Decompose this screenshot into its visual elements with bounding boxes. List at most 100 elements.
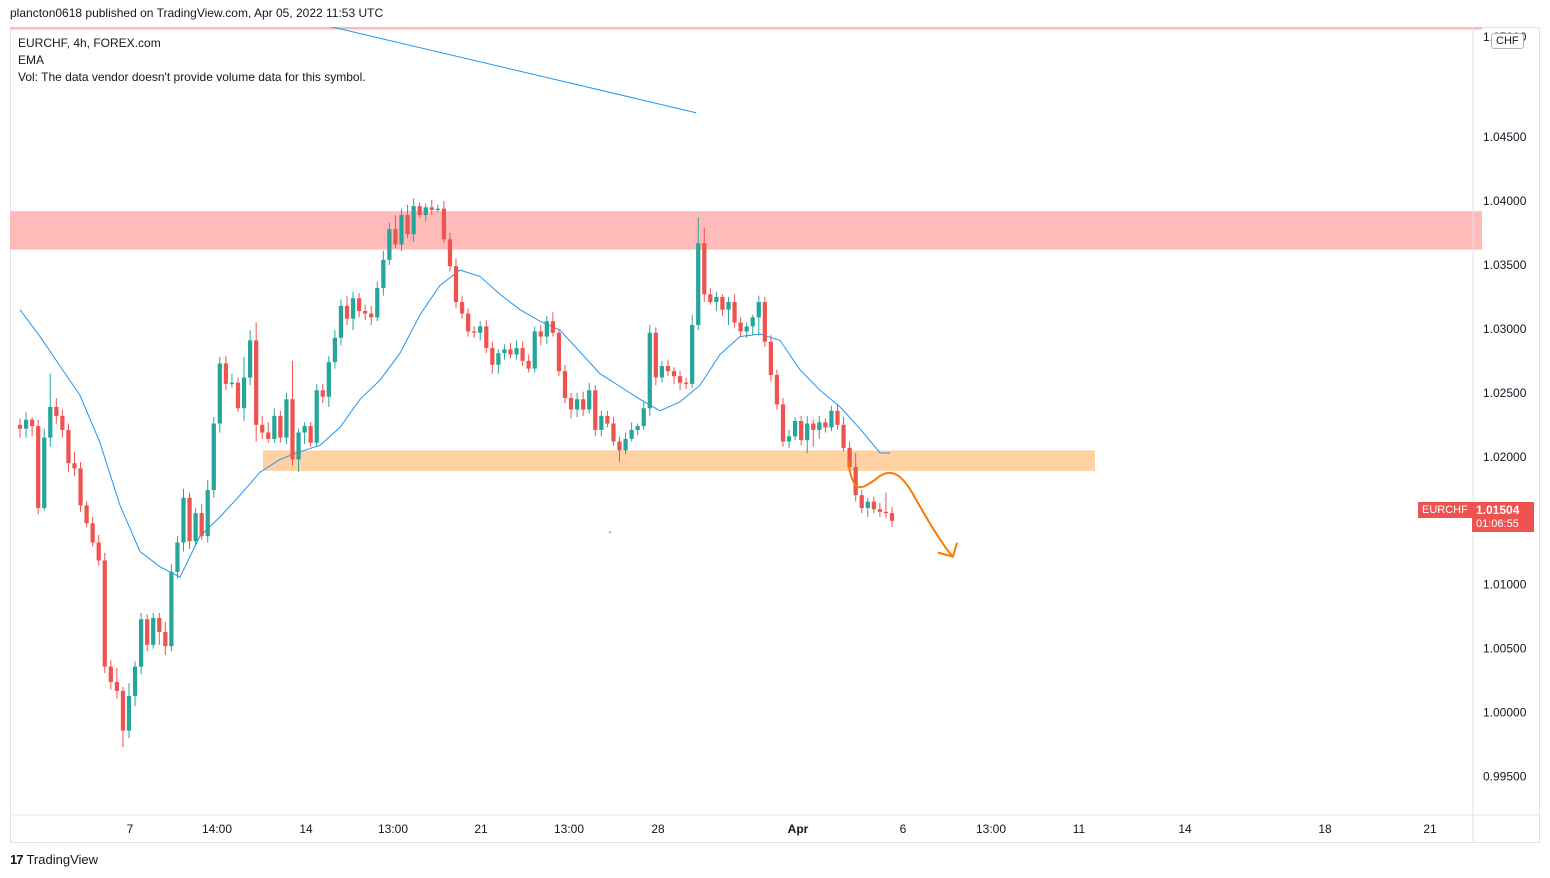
candle-body <box>841 424 846 448</box>
y-tick-label: 1.00000 <box>1483 706 1527 720</box>
candle-body <box>635 426 640 430</box>
candle-body <box>750 317 755 327</box>
candle-body <box>817 422 822 430</box>
candle <box>556 328 562 377</box>
x-tick-label: 28 <box>651 822 665 836</box>
candle <box>84 501 89 528</box>
candle-body <box>217 363 222 424</box>
candle-body <box>641 408 646 427</box>
candle-body <box>308 426 313 443</box>
candle-body <box>823 422 828 428</box>
candle-body <box>665 365 671 372</box>
candle-body <box>459 302 465 314</box>
candle-body <box>447 239 453 267</box>
last-price-value: 1.01504 <box>1476 503 1520 517</box>
y-tick-label: 1.04000 <box>1483 194 1527 208</box>
candle <box>732 294 737 328</box>
candle <box>290 360 295 466</box>
candle <box>151 612 156 649</box>
candle-body <box>605 415 610 424</box>
candle <box>459 295 465 319</box>
candle <box>865 497 870 517</box>
candle <box>544 316 549 345</box>
candle-body <box>169 571 174 647</box>
currency-badge[interactable]: CHF <box>1491 33 1524 49</box>
candle-body <box>114 681 120 691</box>
candle-body <box>799 421 804 441</box>
candle <box>853 452 858 502</box>
candle-body <box>296 432 301 460</box>
candle <box>102 552 107 674</box>
candle-body <box>157 618 162 633</box>
last-price-symbol: EURCHF <box>1418 502 1472 518</box>
candle <box>750 314 755 336</box>
candle <box>308 422 313 447</box>
candlestick-chart[interactable]: 1.04500 1.04000 1.03500 1.03000 1.02500 1.020… <box>10 27 1540 843</box>
candle <box>690 314 695 388</box>
candle <box>363 304 368 320</box>
candle-body <box>762 302 767 342</box>
legend-volume[interactable]: Vol: The data vendor doesn't provide vol… <box>18 70 366 84</box>
y-tick-label: 1.01000 <box>1483 578 1527 592</box>
tradingview-brand: TradingView <box>26 852 99 867</box>
candle <box>817 415 822 439</box>
candle-body <box>484 326 489 349</box>
candle <box>229 373 235 388</box>
candle <box>841 417 846 452</box>
candle-body <box>199 513 204 537</box>
candle <box>671 367 677 384</box>
candle-body <box>472 331 477 333</box>
candle-body <box>623 438 628 451</box>
candle <box>805 415 810 453</box>
candle <box>508 342 513 359</box>
candle-body <box>683 382 689 384</box>
candle-body <box>453 266 459 303</box>
candle <box>90 516 95 547</box>
candle <box>677 371 683 391</box>
candle <box>496 349 501 374</box>
candle-body <box>726 302 731 310</box>
candle <box>490 341 495 374</box>
candle-body <box>356 298 362 311</box>
candle <box>714 291 719 311</box>
candle <box>145 614 150 652</box>
candle-body <box>145 619 150 645</box>
x-tick-label: 11 <box>1073 822 1086 836</box>
candle-body <box>272 415 277 439</box>
candle-body <box>411 206 416 235</box>
y-tick-label: 1.00500 <box>1483 642 1527 656</box>
zones-layer <box>10 27 1482 471</box>
chart-legend: EURCHF, 4h, FOREX.com EMA Vol: The data … <box>18 35 366 86</box>
legend-ema[interactable]: EMA <box>18 53 45 67</box>
candle <box>883 492 889 519</box>
candle-body <box>260 424 265 433</box>
candle <box>326 355 331 407</box>
y-tick-label: 1.03000 <box>1483 322 1527 336</box>
candle-body <box>375 287 380 318</box>
candle <box>54 397 59 424</box>
candle <box>314 383 319 447</box>
candle <box>696 217 701 331</box>
tradingview-footer[interactable]: 17 TradingView <box>10 852 98 867</box>
candle <box>399 208 404 251</box>
candle-body <box>211 423 216 491</box>
legend-symbol[interactable]: EURCHF, 4h, FOREX.com <box>18 36 161 50</box>
candle <box>175 536 180 579</box>
candle-body <box>544 321 549 337</box>
candle <box>823 418 828 433</box>
candle-body <box>17 424 23 429</box>
candle-body <box>23 419 29 429</box>
candle-body <box>193 513 198 542</box>
ema-layer <box>19 269 890 578</box>
y-tick-label: 1.02500 <box>1483 386 1527 400</box>
candle-body <box>417 206 422 216</box>
zone-support <box>263 450 1095 471</box>
candle <box>114 667 120 699</box>
candle <box>726 296 731 326</box>
candle <box>223 355 229 391</box>
candle <box>138 612 144 675</box>
candle <box>484 319 489 354</box>
candle <box>423 203 428 222</box>
annotations-layer <box>329 27 958 558</box>
candle-body <box>847 447 852 468</box>
